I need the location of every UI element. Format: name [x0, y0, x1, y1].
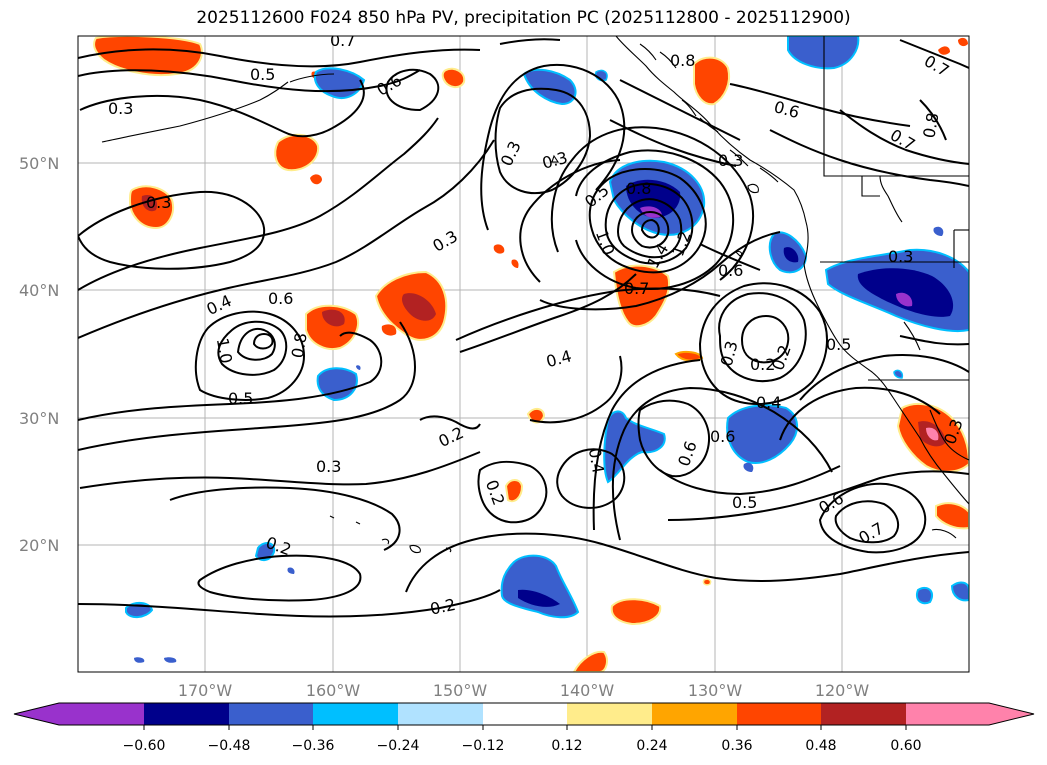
- contour-label: 0.4: [585, 447, 608, 475]
- colorbar-low-extend: [14, 703, 59, 725]
- contour-label: 0.3: [316, 457, 341, 476]
- colorbar-tick-label: 0.24: [636, 738, 667, 754]
- map-frame: [77, 35, 970, 673]
- longitude-label: 150°W: [433, 681, 488, 700]
- latitude-label: 40°N: [19, 281, 59, 300]
- colorbar-segment: [144, 703, 229, 725]
- colorbar-segment: [652, 703, 737, 725]
- colorbar-segment: [229, 703, 313, 725]
- precip-negative-shading: [125, 36, 969, 663]
- longitude-label: 140°W: [560, 681, 615, 700]
- colorbar-outline: [13, 702, 1035, 726]
- contour-label: 0.8: [626, 179, 651, 198]
- longitude-label: 170°W: [178, 681, 233, 700]
- colorbar-tick-label: 0.60: [890, 738, 921, 754]
- colorbar-tick-label: −0.12: [462, 738, 505, 754]
- contour-label: 0.3: [718, 151, 743, 170]
- longitude-label: 160°W: [306, 681, 361, 700]
- colorbar-tick-label: −0.48: [208, 738, 251, 754]
- contour-label: 0.5: [228, 389, 253, 408]
- colorbar-segment: [59, 703, 144, 725]
- longitude-label: 120°W: [815, 681, 870, 700]
- colorbar-tick-label: −0.36: [292, 738, 335, 754]
- colorbar-tick-label: 0.12: [551, 738, 582, 754]
- contour-label: 0.3: [108, 99, 133, 118]
- contour-label: 0.7: [330, 31, 355, 50]
- longitude-labels: 170°W 160°W 150°W 140°W 130°W 120°W: [178, 681, 870, 700]
- latitude-label: 20°N: [19, 536, 59, 555]
- contour-label: 0.5: [826, 335, 851, 354]
- contour-label: 0.4: [756, 393, 781, 412]
- longitude-label: 130°W: [688, 681, 743, 700]
- latitude-labels: 50°N 40°N 30°N 20°N: [19, 154, 59, 555]
- colorbar-segment: [906, 703, 989, 725]
- colorbar: −0.60 −0.48 −0.36 −0.24 −0.12 0.12 0.24 …: [13, 702, 1035, 754]
- contour-label: 0.2: [750, 355, 775, 374]
- contour-label: 0.7: [624, 279, 649, 298]
- gridlines: [78, 36, 969, 672]
- colorbar-segment: [567, 703, 652, 725]
- contour-label: 0.2: [428, 595, 457, 619]
- colorbar-segment: [737, 703, 821, 725]
- contour-label: 0.3: [146, 193, 171, 212]
- colorbar-tick-label: −0.24: [377, 738, 420, 754]
- pv-contours: [78, 38, 969, 618]
- colorbar-tick-label: 0.48: [805, 738, 836, 754]
- colorbar-ticks: [143, 725, 907, 730]
- coastlines: [101, 36, 969, 554]
- contour-label: 0.5: [250, 65, 275, 84]
- contour-label: 0.6: [718, 261, 743, 280]
- contour-label: 0.6: [268, 289, 293, 308]
- colorbar-tick-label: 0.36: [721, 738, 752, 754]
- colorbar-tick-label: −0.60: [123, 738, 166, 754]
- contour-label: 0.8: [919, 111, 942, 139]
- contour-label: 0.5: [732, 493, 757, 512]
- latitude-label: 50°N: [19, 154, 59, 173]
- colorbar-segment: [483, 703, 567, 725]
- latitude-label: 30°N: [19, 409, 59, 428]
- contour-label: 0.8: [288, 331, 311, 359]
- colorbar-segment: [821, 703, 906, 725]
- precip-positive-shading: [93, 36, 969, 672]
- contour-label: 0.3: [888, 247, 913, 266]
- colorbar-segment: [398, 703, 483, 725]
- contour-label: 0.6: [710, 427, 735, 446]
- figure-title: 2025112600 F024 850 hPa PV, precipitatio…: [196, 8, 851, 28]
- colorbar-segment: [313, 703, 398, 725]
- contour-label: 1.0: [213, 337, 236, 365]
- contour-label: 0.8: [670, 51, 695, 70]
- colorbar-high-extend: [989, 703, 1034, 725]
